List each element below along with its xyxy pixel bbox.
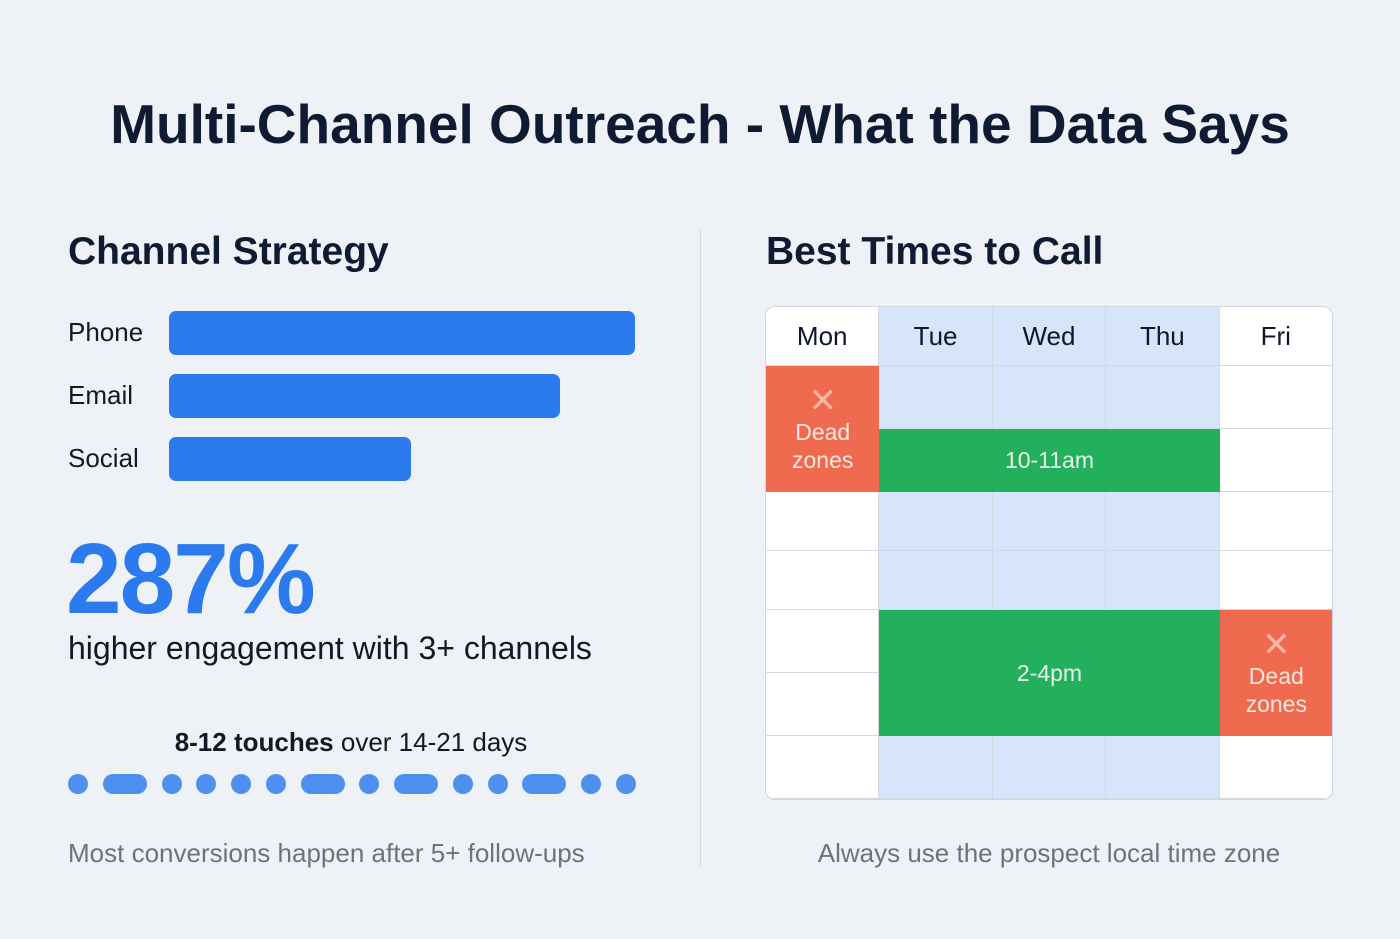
touch-dash	[522, 774, 567, 794]
dead-zone-block: ✕ Dead zones	[1219, 610, 1332, 736]
touch-dot	[487, 774, 508, 794]
time-slot	[992, 736, 1107, 799]
touch-dash	[394, 774, 439, 794]
time-slot	[1219, 736, 1332, 799]
dead-zone-label: Dead	[1248, 663, 1304, 689]
dead-zone-label: Dead	[795, 419, 851, 445]
touch-dot	[265, 774, 286, 794]
time-slot	[879, 492, 993, 551]
time-slot	[1106, 551, 1220, 610]
channel-bar-email	[169, 374, 561, 418]
time-slot	[766, 492, 880, 551]
touch-dot	[452, 774, 473, 794]
time-slot	[879, 366, 993, 429]
engagement-stat: 287%	[66, 523, 316, 635]
day-header: Thu	[1106, 307, 1220, 366]
touches-bold: 8-12 touches	[174, 727, 334, 757]
time-slot	[879, 551, 993, 610]
touch-dot	[231, 774, 252, 794]
touch-dot	[196, 774, 217, 794]
best-time-label: 10-11am	[1004, 447, 1095, 473]
time-slot	[1106, 736, 1220, 799]
time-slot	[1219, 492, 1332, 551]
touch-dot	[581, 774, 602, 794]
day-header: Tue	[879, 307, 993, 366]
channel-label: Email	[68, 380, 134, 410]
time-slot	[992, 492, 1107, 551]
time-slot	[1106, 492, 1220, 551]
channel-label: Phone	[68, 317, 144, 347]
best-time-label: 2-4pm	[1016, 659, 1083, 686]
right-footer: Always use the prospect local time zone	[817, 838, 1281, 868]
touch-dot	[359, 774, 380, 794]
time-slot	[992, 366, 1107, 429]
close-x-icon: ✕	[1262, 626, 1291, 664]
touch-dot	[615, 774, 636, 794]
call-time-grid: Mon Tue Wed Thu Fri 10-11am 2-4pm ✕ Dead zones ✕ De…	[765, 306, 1333, 800]
time-slot	[992, 551, 1107, 610]
dead-zone-label: zones	[792, 447, 854, 473]
dead-zone-block: ✕ Dead zones	[766, 366, 880, 492]
best-time-block: 2-4pm	[879, 610, 1220, 736]
channel-bar-social	[169, 437, 412, 481]
touch-dot	[68, 774, 88, 794]
day-header: Mon	[766, 307, 880, 366]
time-slot	[1219, 366, 1332, 429]
divider	[700, 228, 701, 868]
day-header: Wed	[992, 307, 1107, 366]
best-times-heading: Best Times to Call	[766, 230, 1104, 273]
time-slot	[766, 736, 880, 799]
channel-strategy-heading: Channel Strategy	[68, 230, 389, 273]
left-footer: Most conversions happen after 5+ follow-…	[68, 838, 585, 868]
best-time-block: 10-11am	[879, 429, 1220, 492]
touch-sequence	[68, 774, 636, 794]
engagement-caption: higher engagement with 3+ channels	[68, 630, 592, 666]
touches-rest: over 14-21 days	[333, 727, 528, 757]
close-x-icon: ✕	[808, 382, 837, 420]
touch-dash	[102, 774, 147, 794]
touch-dash	[300, 774, 345, 794]
channel-label: Social	[68, 443, 139, 473]
time-slot	[1106, 366, 1220, 429]
time-slot	[1219, 551, 1332, 610]
channel-bar-phone	[169, 311, 635, 355]
time-slot	[879, 736, 993, 799]
page-title: Multi-Channel Outreach - What the Data S…	[110, 93, 1290, 155]
touch-dot	[161, 774, 182, 794]
time-slot	[766, 610, 880, 673]
time-slot	[766, 551, 880, 610]
touches-text: 8-12 touches over 14-21 days	[68, 727, 634, 758]
time-slot	[1219, 429, 1332, 492]
day-header: Fri	[1219, 307, 1332, 366]
dead-zone-label: zones	[1245, 691, 1307, 717]
time-slot	[766, 673, 880, 736]
